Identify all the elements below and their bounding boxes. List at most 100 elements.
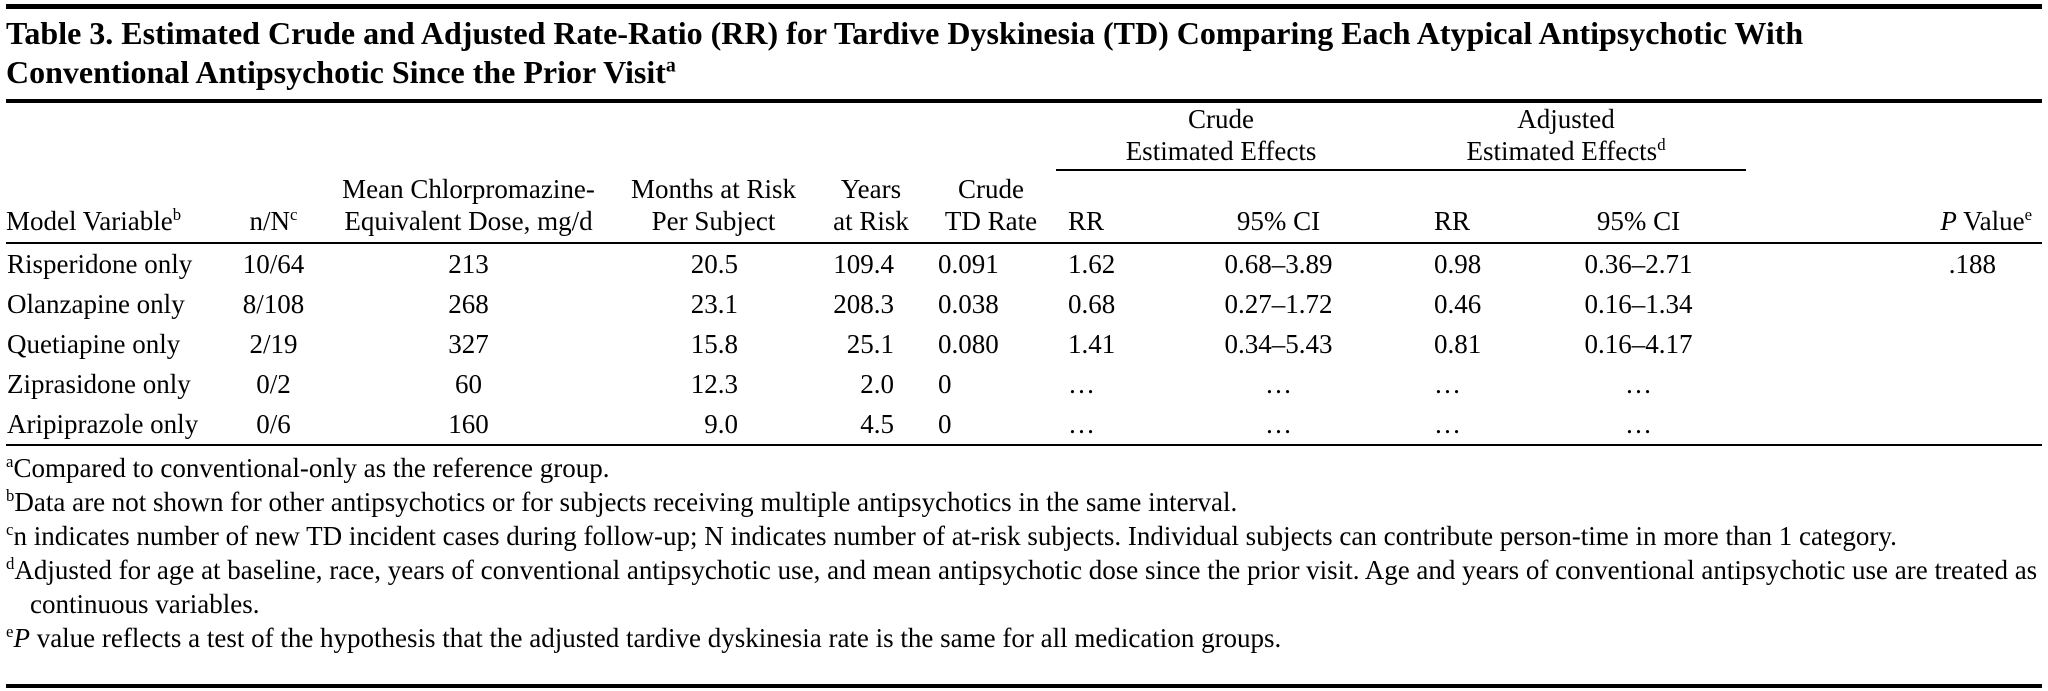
value-cell: … [1068, 369, 1096, 399]
column-header-adjusted-ci: 95% CI [1531, 170, 1747, 244]
adjusted-effects-group-header: Adjusted Estimated Effectsd [1386, 103, 1747, 171]
value-cell: 268 [448, 289, 489, 319]
column-header-label-italic: P [1940, 206, 1957, 236]
value-cell: 4.5 [816, 404, 926, 446]
footnote-marker: b [6, 486, 15, 505]
table-title: Table 3. Estimated Crude and Adjusted Ra… [6, 9, 2042, 103]
column-header-label: Value [1956, 206, 2025, 236]
column-header-label: Crude [958, 174, 1024, 204]
column-header-dose: Mean Chlorpromazine- Equivalent Dose, mg… [326, 170, 611, 244]
footnote-text: Compared to conventional-only as the ref… [13, 453, 610, 483]
adjusted-group-line1: Adjusted [1517, 104, 1615, 134]
value-cell [1746, 364, 2042, 404]
column-header-crude-td-rate: Crude TD Rate [926, 170, 1057, 244]
column-header-model-variable: Model Variableb [6, 170, 221, 244]
top-rule [6, 4, 2042, 9]
value-cell: 0/2 [256, 369, 291, 399]
footnote-text: value reflects a test of the hypothesis … [29, 623, 1282, 653]
value-cell: 0.46 [1434, 289, 1482, 319]
value-cell: 1.41 [1068, 329, 1116, 359]
value-cell: 0 [938, 369, 952, 399]
crude-group-line2: Estimated Effects [1125, 136, 1317, 166]
value-cell: 160 [326, 404, 611, 446]
column-header-label: Per Subject [651, 206, 776, 236]
row-label-cell: Aripiprazole only [6, 404, 221, 446]
table-header: Crude Estimated Effects Adjusted Estimat… [6, 103, 2043, 244]
table-row: Ziprasidone only 0/2 60 12.3 2.0 0 … … …… [6, 364, 2042, 404]
value-cell: … [1386, 404, 1532, 446]
value-cell: 327 [448, 329, 489, 359]
value-cell: 1.62 [1068, 249, 1116, 279]
value-cell: 0.68–3.89 [1224, 249, 1333, 279]
value-cell: .188 [1948, 249, 1997, 279]
value-cell: 0.34–5.43 [1224, 329, 1333, 359]
adjusted-group-footnote-marker: d [1657, 135, 1666, 154]
table-title-line1: Table 3. Estimated Crude and Adjusted Ra… [6, 15, 1804, 51]
value-cell: … [1265, 369, 1293, 399]
value-cell: 9.0 [611, 404, 816, 446]
value-cell [1746, 324, 2042, 364]
value-cell: 10/64 [242, 249, 305, 279]
spacer-cell [1746, 103, 2042, 170]
value-cell: 0.091 [938, 249, 999, 279]
table-body: Risperidone only 10/64 213 20.5 109.4 0.… [6, 243, 2043, 446]
column-header-label: 95% CI [1596, 206, 1681, 236]
spacer-cell [6, 103, 1056, 170]
value-cell: 0.080 [938, 329, 999, 359]
results-table: Crude Estimated Effects Adjusted Estimat… [6, 103, 2043, 446]
value-cell: … [1056, 404, 1172, 446]
value-cell: 8/108 [242, 289, 305, 319]
crude-effects-group-header: Crude Estimated Effects [1056, 103, 1387, 171]
footnote-marker: d [6, 554, 15, 573]
value-cell: … [1625, 369, 1653, 399]
row-label-cell: Quetiapine only [7, 329, 181, 359]
column-header-crude-ci: 95% CI [1171, 170, 1387, 244]
column-header-adjusted-rr: RR [1386, 170, 1532, 244]
footnote-b: bData are not shown for other antipsycho… [6, 485, 2040, 519]
value-cell: 213 [448, 249, 489, 279]
column-header-label: Years [840, 174, 902, 204]
value-cell: 2.0 [860, 369, 894, 399]
value-cell: 15.8 [690, 329, 738, 359]
table-row: Olanzapine only 8/108 268 23.1 208.3 0.0… [6, 284, 2042, 324]
column-header-row: Model Variableb n/Nc Mean Chlorpromazine… [6, 170, 2043, 244]
value-cell: 109.4 [833, 249, 894, 279]
value-cell: 0.68 [1068, 289, 1116, 319]
row-label-cell: Olanzapine only [7, 289, 185, 319]
footnote-e: eP value reflects a test of the hypothes… [6, 621, 2040, 655]
value-cell: … [1531, 404, 1747, 446]
value-cell: 208.3 [833, 289, 894, 319]
value-cell: 25.1 [846, 329, 894, 359]
table-title-footnote-marker: a [665, 54, 676, 77]
column-header-label: Mean Chlorpromazine- [342, 174, 595, 204]
column-header-years-at-risk: Years at Risk [816, 170, 926, 244]
value-cell: 0.16–1.34 [1584, 289, 1693, 319]
value-cell: 60 [455, 369, 482, 399]
value-cell [1746, 284, 2042, 324]
value-cell: … [1434, 369, 1462, 399]
footnote-marker: e [2024, 205, 2033, 224]
column-header-crude-rr: RR [1056, 170, 1172, 244]
row-label-cell: Risperidone only [7, 249, 193, 279]
footnote-italic-lead: P [13, 623, 30, 653]
footnote-marker: e [6, 622, 14, 641]
footnote-text: n indicates number of new TD incident ca… [13, 521, 1897, 551]
column-header-label: RR [1434, 206, 1471, 236]
table-title-line2: Conventional Antipsychotic Since the Pri… [6, 54, 666, 90]
value-cell: 0.27–1.72 [1224, 289, 1333, 319]
table-row: Risperidone only 10/64 213 20.5 109.4 0.… [6, 243, 2042, 284]
column-header-months-at-risk: Months at Risk Per Subject [611, 170, 816, 244]
column-header-label: Months at Risk [630, 174, 797, 204]
row-label-cell: Ziprasidone only [7, 369, 191, 399]
footnote-text: Adjusted for age at baseline, race, year… [14, 555, 2038, 619]
group-header-row: Crude Estimated Effects Adjusted Estimat… [6, 103, 2042, 171]
footnote-a: aCompared to conventional-only as the re… [6, 451, 2040, 485]
table-row: Quetiapine only 2/19 327 15.8 25.1 0.080… [6, 324, 2042, 364]
value-cell: 20.5 [690, 249, 738, 279]
value-cell: 2/19 [249, 329, 298, 359]
footnote-marker: c [290, 205, 298, 224]
value-cell: 23.1 [690, 289, 738, 319]
column-header-label: Model Variable [6, 206, 173, 236]
footnote-marker: c [6, 520, 14, 539]
value-cell: 0.038 [938, 289, 999, 319]
